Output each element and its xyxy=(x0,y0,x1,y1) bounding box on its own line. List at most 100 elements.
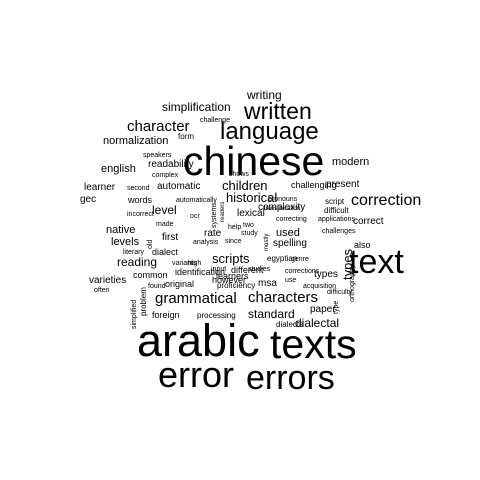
word-acquisition: challenges xyxy=(322,228,356,235)
word-dialect: readability xyxy=(148,159,194,170)
word-error: error xyxy=(158,354,235,395)
word-native: native xyxy=(106,224,136,236)
word-correction: correction xyxy=(351,192,422,209)
word-script: challenging xyxy=(291,180,337,190)
word-level: first xyxy=(162,232,179,243)
word-challenge: shows xyxy=(229,171,249,178)
word-simplification: simplification xyxy=(162,100,231,114)
word-paper: msa xyxy=(258,278,277,289)
word-standard: dialectal xyxy=(295,316,340,330)
word-use: use xyxy=(285,277,297,284)
word-difficult: script xyxy=(325,197,345,206)
word-form: challenge xyxy=(200,117,230,124)
word-present: present xyxy=(326,179,360,190)
word-rate: two xyxy=(243,222,254,229)
word-learner: learner xyxy=(84,182,116,193)
word-incorrect: second xyxy=(127,185,150,192)
word-challenges: applications xyxy=(318,216,355,223)
word-dialects: standard xyxy=(248,307,295,321)
word-studies: corrections xyxy=(285,268,320,275)
word-processing: proficiency xyxy=(217,281,256,290)
word-historical: children xyxy=(222,178,268,193)
word-egyptian: studies xyxy=(248,266,271,273)
word-character: character xyxy=(127,118,190,135)
word-made: ocr xyxy=(190,213,200,220)
word-correct: correct xyxy=(353,216,384,227)
word-texts: texts xyxy=(270,321,357,367)
word-corrections: acquisition xyxy=(303,283,337,290)
word-dialectal: types xyxy=(314,269,338,280)
word-readers: old xyxy=(147,239,154,249)
word-identification: dialect xyxy=(152,247,179,257)
word-lexical: historical xyxy=(226,190,278,205)
word-first: different xyxy=(231,265,264,275)
word-since: study xyxy=(241,230,258,237)
word-variants: literary xyxy=(123,249,145,256)
word-literary: incorrect xyxy=(127,211,154,218)
word-complex: speakers xyxy=(143,152,172,159)
word-text: text xyxy=(349,243,404,281)
word-also: also xyxy=(354,240,371,250)
word-normalization: normalization xyxy=(103,135,169,147)
word-words: level xyxy=(152,203,177,217)
word-levels: levels xyxy=(111,236,140,248)
word-two: help xyxy=(228,224,242,231)
word-reading: reading xyxy=(117,255,158,269)
word-arabic: arabic xyxy=(137,315,260,366)
word-spelling: used xyxy=(276,227,300,239)
word-writing: writing xyxy=(247,88,282,102)
word-difficulty: orthography xyxy=(349,264,356,302)
word-second: complex xyxy=(152,172,179,179)
word-old: type xyxy=(333,300,340,314)
word-msa: dialects xyxy=(276,320,304,329)
word-however: learners xyxy=(216,271,249,281)
word-orthography: systems xyxy=(211,202,218,228)
word-complexity: spelling xyxy=(273,238,307,249)
word-systems: problem xyxy=(139,287,148,316)
word-english: english xyxy=(101,163,136,175)
word-gec: gec xyxy=(80,194,97,205)
word-proficiency: original xyxy=(165,279,195,289)
word-help: analysis xyxy=(193,239,219,246)
word-readability: automatic xyxy=(157,181,201,192)
word-grammatical: grammatical xyxy=(155,290,237,307)
word-mostly: readers xyxy=(220,201,226,222)
word-analysis: since xyxy=(225,238,242,245)
word-children: complexity xyxy=(258,202,306,213)
word-challenging: processing xyxy=(197,311,236,320)
word-errors: errors xyxy=(246,359,335,397)
word-original: identification xyxy=(175,267,226,277)
word-problem: simplified xyxy=(131,299,138,329)
word-study: transliteration xyxy=(264,206,301,212)
word-simplified: often xyxy=(94,287,110,294)
word-applications: difficult xyxy=(324,206,349,215)
word-automatic: words xyxy=(128,195,153,205)
word-type: difficulty xyxy=(327,289,353,296)
word-transliteration: pronouns xyxy=(268,196,298,203)
word-characters: characters xyxy=(248,289,319,306)
word-varieties: varieties xyxy=(89,275,127,286)
word-high: variants xyxy=(172,260,197,267)
word-modern: modern xyxy=(332,156,370,168)
word-vocabulary: mostly xyxy=(264,233,270,251)
word-learners: scripts xyxy=(212,251,250,266)
word-pronouns: correcting xyxy=(276,216,307,223)
word-found: input xyxy=(211,266,227,273)
word-speakers: form xyxy=(178,132,194,141)
word-input: high xyxy=(188,260,202,267)
word-common: common xyxy=(133,270,168,280)
word-automatically: made xyxy=(156,221,174,228)
word-shows: automatically xyxy=(176,197,217,204)
word-chinese: chinese xyxy=(183,138,325,184)
word-foreign: foreign xyxy=(152,310,180,320)
word-often: found xyxy=(148,283,166,290)
word-scripts: lexical xyxy=(237,208,265,219)
word-genre: egyptian xyxy=(267,254,298,263)
word-language: language xyxy=(220,118,319,145)
word-written: written xyxy=(244,98,312,124)
word-used: paper xyxy=(310,304,336,315)
word-correcting: genre xyxy=(291,256,309,263)
word-ocr: rate xyxy=(204,228,222,239)
word-different: however xyxy=(212,275,247,285)
